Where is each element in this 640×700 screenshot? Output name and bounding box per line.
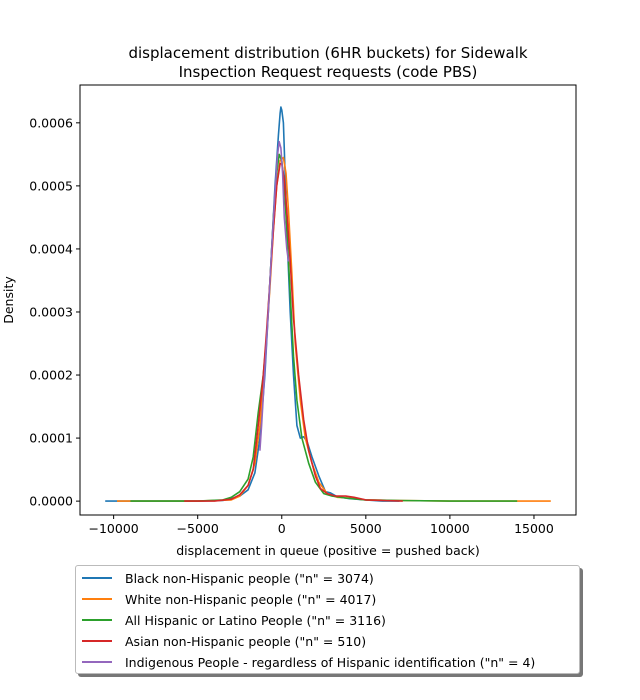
density-chart: displacement distribution (6HR buckets) … [1,44,577,558]
y-axis-ticks: 0.0000 0.0001 0.0002 0.0003 0.0004 0.0005 0.00… [29,115,80,509]
y-tick-label: 0.0006 [29,115,73,130]
x-tick-label: 15000 [514,521,554,536]
series-line-indigenous [259,140,290,451]
legend-item-indigenous: Indigenous People - regardless of Hispan… [76,652,535,672]
legend-label-indigenous: Indigenous People - regardless of Hispan… [125,654,536,670]
legend-label-asian: Asian non-Hispanic people ("n" = 510) [125,633,367,649]
x-tick-label: 10000 [430,521,470,536]
x-axis-ticks: −10000 −5000 0 5000 10000 15000 [89,515,554,536]
y-tick-label: 0.0003 [29,304,73,319]
legend: Black non-Hispanic people ("n" = 3074) W… [75,565,580,674]
series-line-white [117,156,551,502]
y-tick-label: 0.0002 [29,368,73,383]
y-axis-label: Density [1,276,16,324]
series-line-black [105,106,400,502]
x-axis-label: displacement in queue (positive = pushed… [176,543,480,558]
y-tick-label: 0.0004 [29,241,73,256]
legend-swatch-indigenous [82,661,112,663]
x-tick-label: 5000 [350,521,382,536]
legend-item-black: Black non-Hispanic people ("n" = 3074) [76,568,374,588]
series-line-asian [184,163,403,502]
legend-item-white: White non-Hispanic people ("n" = 4017) [76,589,376,609]
legend-swatch-hispanic [82,619,112,621]
chart-title-line-2: Inspection Request requests (code PBS) [179,63,478,81]
y-tick-label: 0.0005 [29,178,73,193]
x-tick-label: −5000 [177,521,219,536]
legend-swatch-white [82,598,112,600]
legend-label-hispanic: All Hispanic or Latino People ("n" = 311… [125,612,386,628]
x-tick-label: 0 [278,521,286,536]
legend-label-white: White non-Hispanic people ("n" = 4017) [125,591,377,607]
legend-item-asian: Asian non-Hispanic people ("n" = 510) [76,631,366,651]
y-tick-label: 0.0000 [29,494,73,509]
legend-item-hispanic: All Hispanic or Latino People ("n" = 311… [76,610,386,630]
legend-swatch-asian [82,640,112,642]
x-tick-label: −10000 [89,521,139,536]
plot-frame [79,84,577,516]
legend-label-black: Black non-Hispanic people ("n" = 3074) [125,570,374,586]
y-tick-label: 0.0001 [29,431,73,446]
series-line-hispanic [130,153,518,502]
legend-swatch-black [82,577,112,579]
chart-title-line-1: displacement distribution (6HR buckets) … [128,44,527,62]
series-group [105,106,551,502]
